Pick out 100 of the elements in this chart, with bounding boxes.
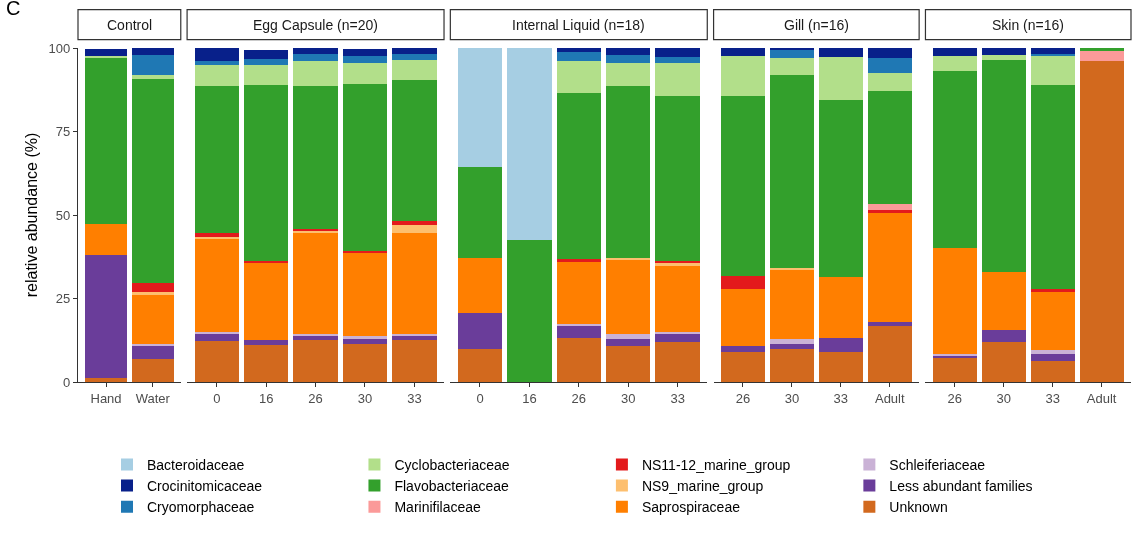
bar	[342, 83, 388, 252]
bar	[867, 58, 912, 74]
bar	[342, 56, 388, 63]
bar	[392, 333, 437, 336]
bar	[293, 61, 338, 87]
bar	[293, 86, 338, 230]
bar	[342, 338, 388, 344]
bar	[867, 212, 912, 322]
bar	[457, 348, 503, 382]
bar	[131, 345, 174, 359]
bar	[457, 257, 503, 313]
bar	[392, 335, 437, 340]
bar	[655, 63, 700, 96]
bar	[556, 52, 602, 61]
bar	[818, 57, 863, 101]
bar	[605, 48, 651, 55]
bar	[243, 344, 289, 382]
bar	[556, 48, 602, 53]
chart-title: Internal Liquid (n=18)	[512, 17, 645, 33]
bar	[769, 343, 814, 349]
bar	[867, 73, 912, 92]
bar	[131, 74, 174, 80]
x-tick-label: 30	[620, 390, 636, 406]
bar	[1030, 55, 1075, 86]
bar	[1030, 360, 1075, 382]
bar	[556, 93, 602, 260]
legend-label: Saprospiraceae	[641, 499, 741, 516]
legend-label: Flavobacteriaceae	[394, 478, 510, 495]
bar	[981, 342, 1026, 382]
bar	[655, 341, 700, 382]
bar	[131, 55, 174, 75]
bar	[769, 58, 814, 75]
bar	[392, 79, 437, 222]
x-tick-label: 33	[1045, 390, 1060, 406]
bar	[981, 329, 1026, 343]
bar	[556, 259, 602, 262]
bar	[655, 266, 700, 332]
bar	[194, 60, 239, 65]
bar	[342, 62, 388, 84]
bar	[293, 336, 338, 341]
bar	[981, 59, 1026, 273]
chart-title: Control	[107, 17, 153, 33]
bar	[1030, 85, 1075, 290]
bar	[392, 54, 437, 60]
bar	[131, 358, 174, 382]
bar	[1030, 48, 1075, 55]
bar	[243, 50, 289, 59]
x-tick-label: 26	[308, 390, 323, 406]
bar	[720, 56, 765, 97]
bar	[867, 91, 912, 204]
bar	[243, 65, 289, 86]
bar	[1079, 61, 1124, 382]
bar	[655, 331, 700, 334]
bar	[293, 232, 338, 335]
bar	[85, 49, 128, 56]
bar	[818, 352, 863, 382]
bar	[194, 238, 239, 332]
chart-title: Egg Capsule (n=20)	[253, 17, 378, 33]
y-tick-label: 50	[55, 207, 71, 223]
y-tick-label: 100	[48, 40, 71, 56]
bar	[981, 55, 1026, 60]
bar	[605, 63, 651, 86]
bar	[457, 312, 503, 349]
bar	[720, 352, 765, 382]
bar	[342, 335, 388, 339]
x-tick-label: 33	[407, 390, 422, 406]
bar	[769, 269, 814, 339]
x-tick-label: Adult	[874, 390, 905, 406]
bar	[769, 338, 814, 344]
bar	[867, 48, 912, 59]
bar	[293, 48, 338, 55]
x-tick-label: 16	[258, 390, 274, 406]
bar	[556, 325, 602, 338]
bar	[818, 100, 863, 278]
bar	[932, 357, 977, 382]
bar	[243, 339, 289, 345]
bar	[85, 223, 128, 256]
x-tick-label: 30	[357, 390, 373, 406]
bar	[392, 232, 437, 334]
bar	[655, 333, 700, 342]
bar	[867, 210, 912, 213]
x-tick-label: Hand	[90, 390, 122, 406]
y-tick-label: 75	[55, 124, 71, 140]
bar	[392, 339, 437, 382]
bar	[605, 85, 651, 258]
y-tick-label: 25	[55, 291, 71, 307]
bar	[932, 48, 977, 56]
bar	[1079, 48, 1124, 51]
bar	[1030, 353, 1075, 361]
x-tick-label: 0	[476, 390, 484, 406]
bar	[655, 262, 700, 267]
bar	[655, 48, 700, 58]
bar	[194, 86, 239, 234]
bar	[981, 272, 1026, 330]
bar	[932, 55, 977, 71]
bar	[867, 203, 912, 211]
bar	[818, 337, 863, 353]
bar	[605, 338, 651, 346]
x-tick-label: 0	[213, 390, 221, 406]
legend-label: Marinifilaceae	[394, 499, 482, 516]
